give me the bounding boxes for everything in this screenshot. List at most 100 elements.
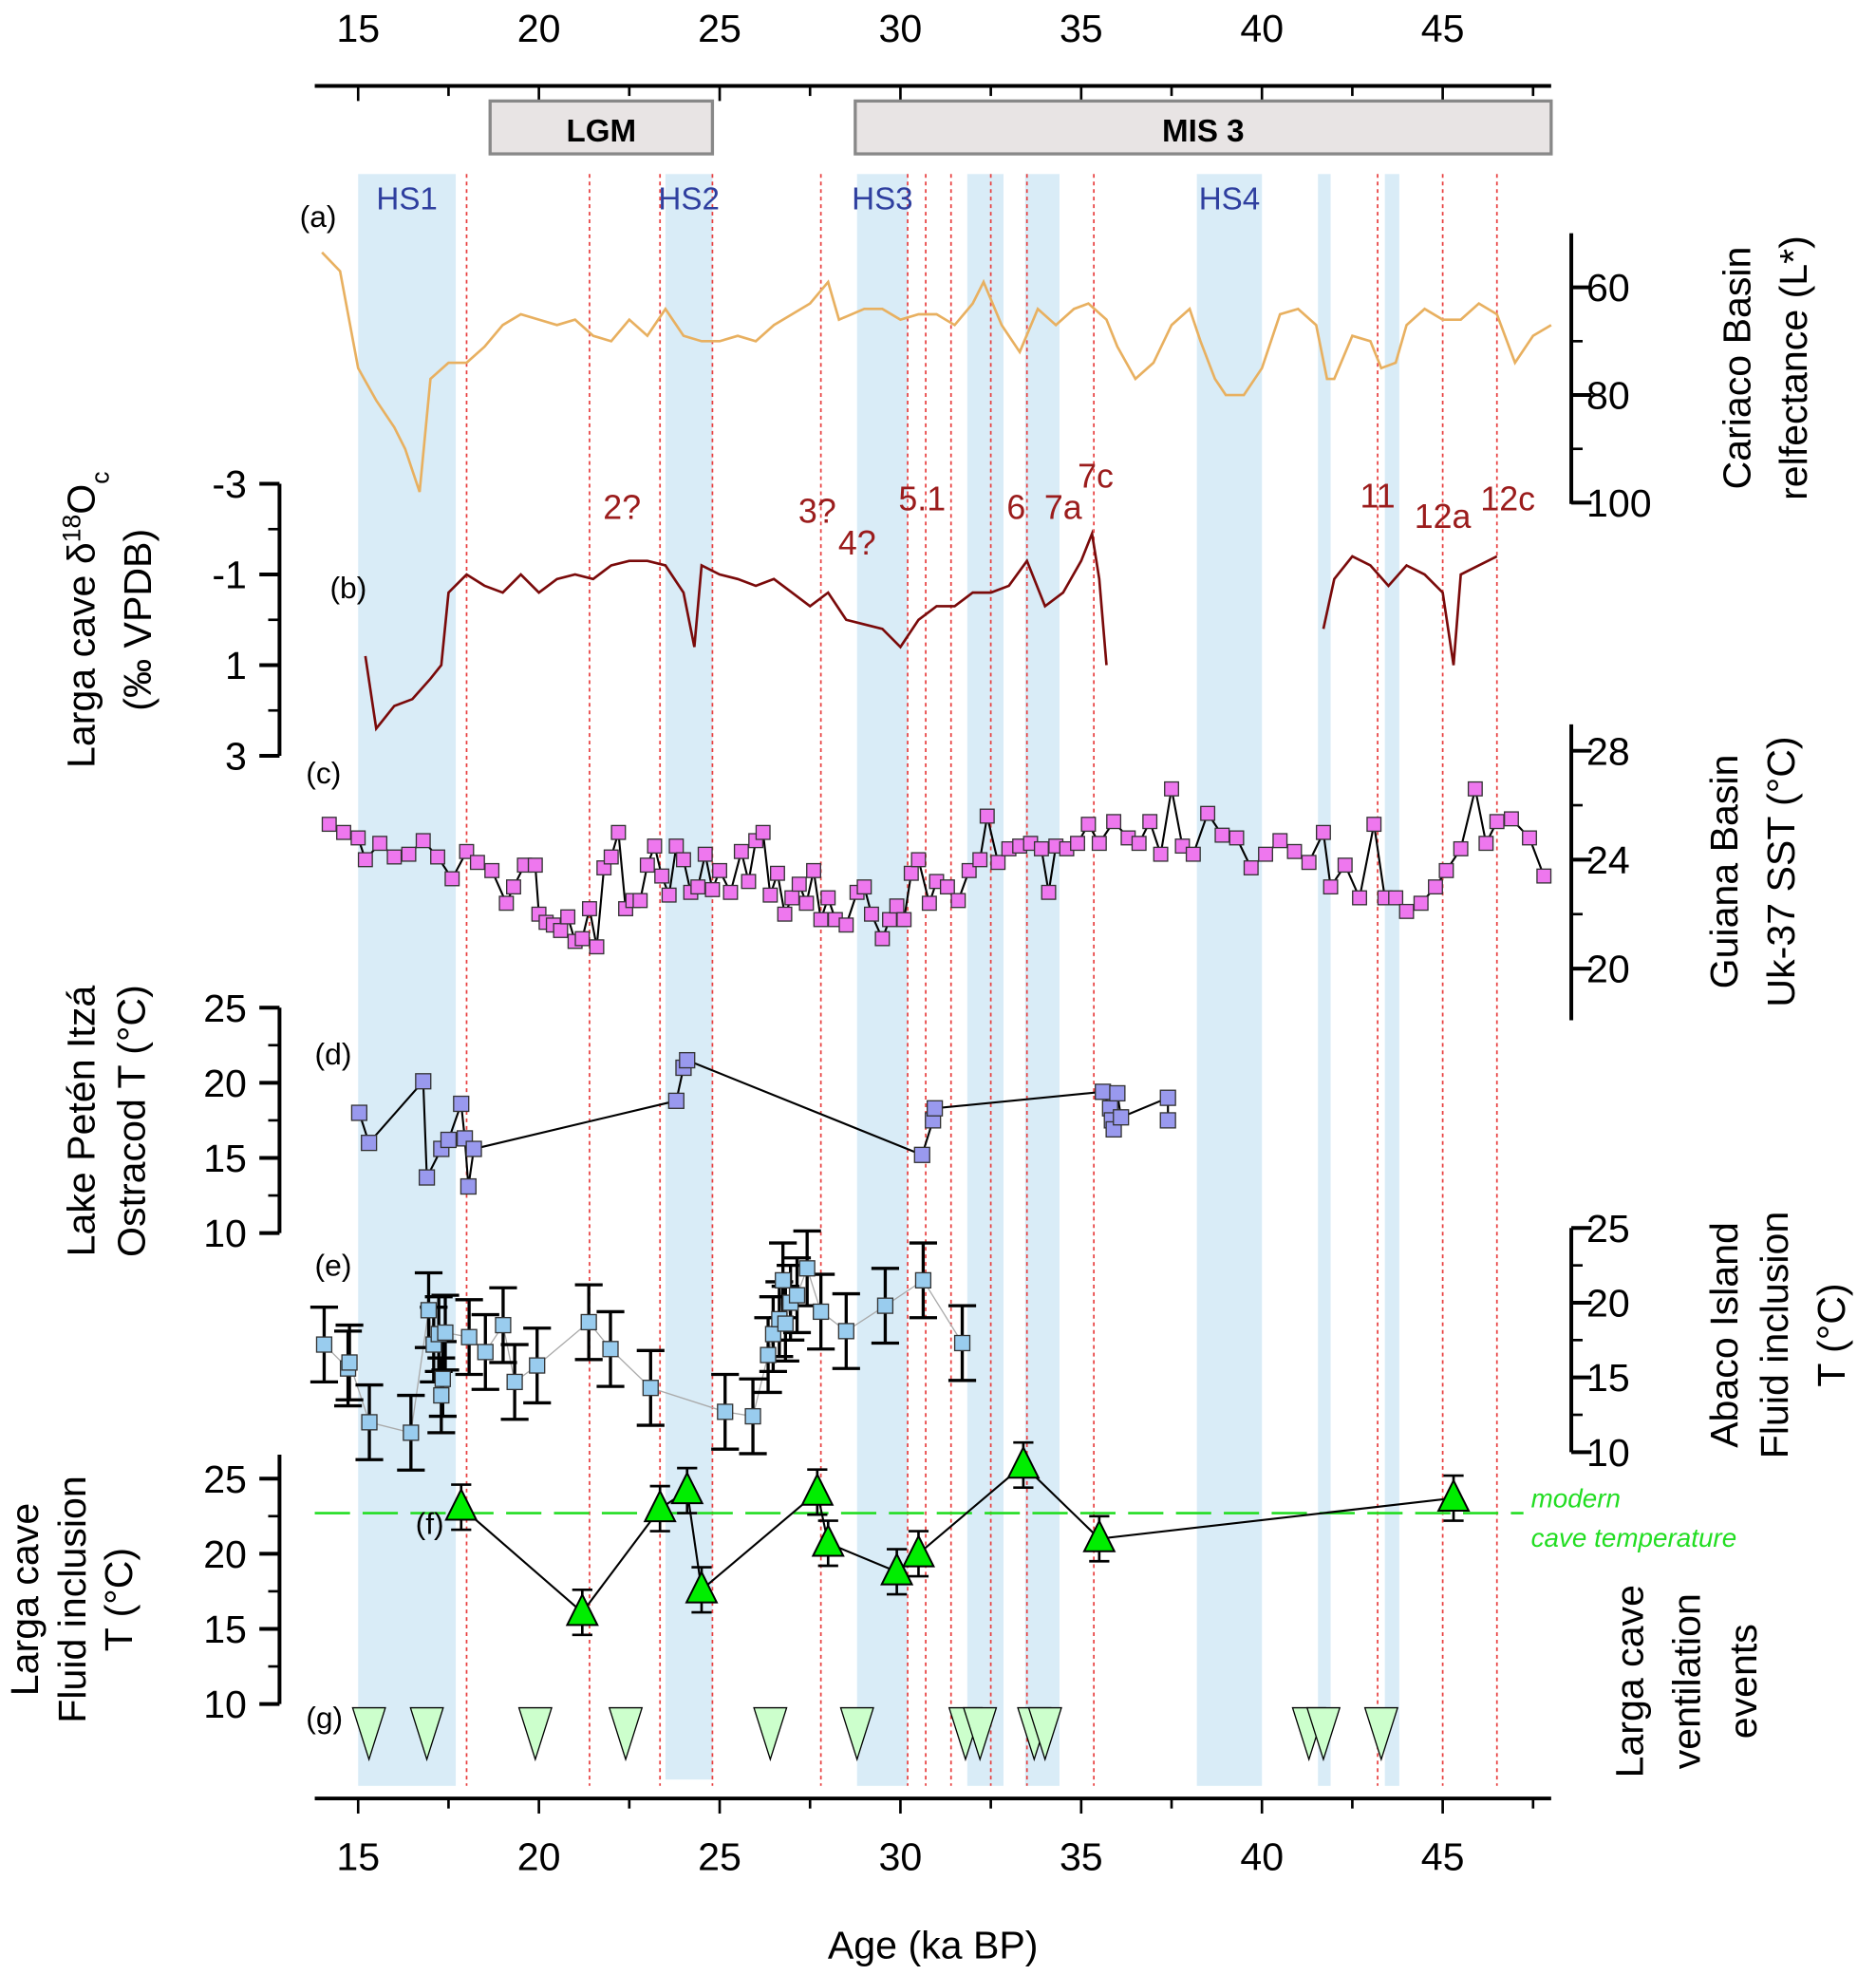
band-label: HS3 (852, 181, 912, 216)
y-tick-label: 20 (1586, 948, 1630, 991)
y-tick-label: 20 (203, 1062, 247, 1105)
larga-fi-data-point (643, 1489, 677, 1523)
stadial-band (665, 174, 713, 1780)
c-data-point (712, 862, 727, 878)
e-data-point (744, 1407, 761, 1425)
y-tick-label: 25 (203, 1458, 247, 1501)
y-axis-title: (‰ VPDB) (116, 529, 159, 711)
c-data-point (574, 931, 591, 947)
c-data-point (603, 849, 619, 865)
stadial-band (966, 174, 1004, 1786)
c-data-point (336, 824, 351, 840)
d-data-point (926, 1100, 944, 1117)
ventilation-event-marker (409, 1706, 444, 1762)
c-data-point (1070, 836, 1085, 852)
c-data-point (1398, 903, 1415, 919)
x-tick-label: 45 (1421, 1835, 1465, 1879)
e-data-point (529, 1357, 546, 1374)
y-tick-label: 25 (203, 987, 247, 1030)
c-data-point (415, 833, 431, 849)
e-data-point (437, 1324, 454, 1342)
y-axis-title: Fluid inclusion (1753, 1212, 1796, 1459)
c-data-point (357, 852, 373, 868)
larga-fi-data-point (444, 1487, 478, 1521)
event-label: 12a (1415, 498, 1472, 536)
d-data-point (1159, 1089, 1176, 1106)
larga-fi-data-point (670, 1471, 704, 1505)
c-data-point (589, 939, 605, 955)
c-data-point (675, 852, 691, 868)
y-tick-label: 80 (1586, 374, 1630, 418)
e-data-point (477, 1344, 494, 1361)
y-axis-title: Abaco Island (1702, 1222, 1746, 1448)
c-data-point (1200, 805, 1216, 821)
x-tick-label: 40 (1240, 1835, 1284, 1879)
band-label: HS4 (1199, 181, 1260, 216)
e-data-point (361, 1414, 378, 1431)
d18o-line (364, 529, 1108, 732)
series (310, 251, 1552, 1762)
e-data-point (813, 1303, 830, 1321)
y-tick-label: 15 (203, 1608, 247, 1651)
c-data-point (372, 836, 388, 852)
period-label: LGM (566, 114, 636, 149)
c-data-point (1489, 814, 1505, 830)
c-data-point (581, 901, 597, 916)
d-data-point (350, 1104, 368, 1121)
d-data-point (679, 1051, 696, 1069)
c-data-point (882, 912, 897, 928)
stadial-band (856, 174, 909, 1786)
x-tick-label: 20 (517, 7, 561, 50)
axes: 15 20 25 30 35 40 45 15 20 25 30 35 40 45 60 80 100 -3 -1 1… (203, 7, 1651, 1879)
y-tick-label: 100 (1586, 481, 1652, 525)
c-data-point (401, 846, 417, 862)
larga-fi-data-point (800, 1472, 835, 1506)
stadial-band (1384, 174, 1399, 1786)
c-data-point (1366, 817, 1382, 833)
e-data-point (433, 1386, 450, 1404)
y-tick-label: 25 (1586, 1207, 1630, 1251)
c-data-point (972, 852, 988, 868)
connector-line (328, 788, 1546, 948)
d-data-point (460, 1177, 477, 1195)
panel-letter: (d) (315, 1037, 352, 1071)
e-data-point (506, 1373, 523, 1391)
y-axis-title: ventilation (1664, 1593, 1708, 1769)
c-data-point (1153, 846, 1169, 862)
y-axis-title: relfectance (L*) (1772, 235, 1815, 500)
d-data-point (667, 1092, 685, 1109)
c-data-point (798, 895, 815, 912)
c-data-point (350, 830, 366, 846)
c-data-point (1522, 830, 1537, 846)
c-data-point (979, 808, 995, 824)
c-data-point (741, 874, 757, 890)
c-data-point (1229, 830, 1245, 846)
e-data-point (642, 1380, 659, 1397)
y-tick-label: 20 (1586, 1282, 1630, 1326)
stadial-band (1318, 174, 1331, 1786)
d-data-point (913, 1146, 930, 1163)
c-data-point (1438, 862, 1454, 878)
c-data-point (610, 824, 627, 840)
y-axis-title: Lake Petén Itzá (59, 986, 103, 1257)
e-data-point (775, 1271, 792, 1288)
e-data-point (717, 1403, 734, 1420)
d-data-point (361, 1135, 378, 1152)
c-data-point (1214, 827, 1230, 843)
c-data-point (838, 917, 854, 933)
larga-fi-data-point (1082, 1518, 1116, 1552)
c-data-point (864, 906, 879, 922)
e-data-point (580, 1313, 597, 1331)
ventilation-event-marker (351, 1706, 386, 1762)
e-data-point (837, 1323, 854, 1340)
stadial-band (1196, 174, 1263, 1786)
e-data-point (953, 1334, 971, 1352)
ventilation-event-marker (1363, 1706, 1399, 1762)
stadial-band (358, 174, 457, 1786)
c-data-point (697, 846, 713, 862)
c-data-point (939, 879, 955, 895)
period-box (854, 99, 1553, 156)
c-data-point (806, 862, 821, 878)
